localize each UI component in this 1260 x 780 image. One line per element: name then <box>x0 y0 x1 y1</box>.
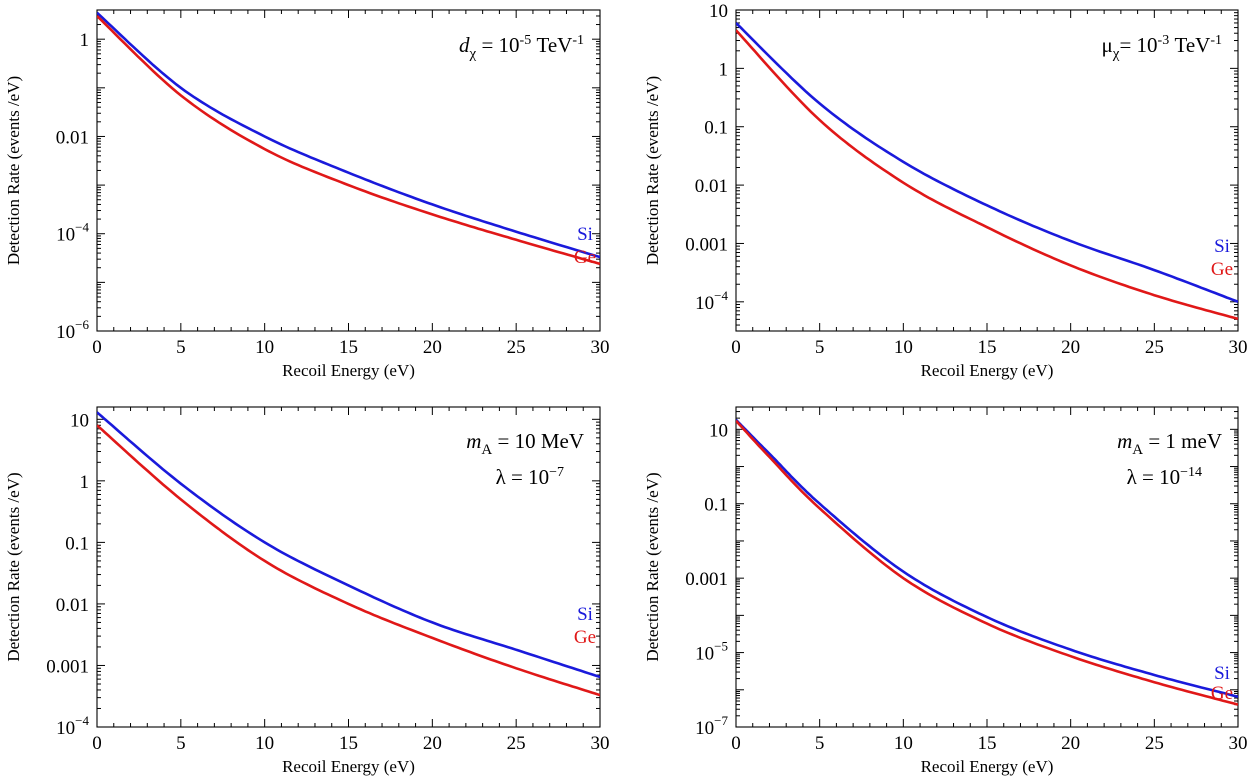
x-tick-label: 15 <box>978 733 997 754</box>
x-axis-title: Recoil Energy (eV) <box>282 757 415 776</box>
x-axis-title: Recoil Energy (eV) <box>282 361 415 380</box>
series-label-si: Si <box>577 224 593 245</box>
y-tick-label: 10−4 <box>56 713 89 739</box>
y-tick-label: 0.1 <box>65 533 89 554</box>
series-label-ge: Ge <box>1211 259 1233 280</box>
chart-panel-1: 0 5 10 15 20 25 30 1 0.01 10−4 10−6 Recoil Energy (… <box>4 9 610 380</box>
chart-panel-3: 0 5 10 15 20 25 30 10 1 0.1 0.01 0.001 10−4 Recoil En… <box>4 406 610 776</box>
parameter-annotation: dχ = 10-5 TeV-1 <box>459 33 584 62</box>
x-tick-label: 15 <box>339 733 358 754</box>
series-label-ge: Ge <box>574 627 596 648</box>
x-tick-label: 5 <box>176 733 186 754</box>
x-tick-label: 20 <box>1061 733 1080 754</box>
x-tick-label: 20 <box>423 337 442 358</box>
y-tick-label: 10 <box>70 410 89 431</box>
series-line-ge <box>97 15 600 266</box>
x-axis-title: Recoil Energy (eV) <box>921 757 1054 776</box>
y-tick-label: 10−5 <box>695 639 728 665</box>
series-line-si <box>736 21 1238 304</box>
x-tick-label: 10 <box>894 733 913 754</box>
parameter-annotation: μχ= 10-3 TeV-1 <box>1102 33 1222 62</box>
plot-frame <box>96 9 601 332</box>
chart-panel-4: 0 5 10 15 20 25 30 10 0.1 0.001 10−5 10−7 Recoil Ene… <box>643 406 1248 776</box>
series-label-ge: Ge <box>1211 683 1233 704</box>
y-tick-label: 10−6 <box>56 317 89 343</box>
y-tick-label: 1 <box>80 30 90 51</box>
series-line-ge <box>97 424 600 697</box>
y-tick-label: 0.01 <box>695 176 728 197</box>
x-tick-label: 15 <box>978 337 997 358</box>
y-axis-title: Detection Rate (events /eV) <box>4 76 23 265</box>
y-tick-label: 0.01 <box>56 595 89 616</box>
x-tick-label: 0 <box>92 733 102 754</box>
y-tick-label: 10−7 <box>695 713 728 739</box>
y-axis-title: Detection Rate (events /eV) <box>4 472 23 661</box>
y-tick-label: 0.1 <box>704 118 728 139</box>
x-tick-label: 25 <box>1145 733 1164 754</box>
x-tick-label: 30 <box>1229 733 1248 754</box>
plot-frame <box>735 406 1239 728</box>
y-tick-label: 0.1 <box>704 495 728 516</box>
parameter-annotation-line: λ = 10−14 <box>1127 465 1202 489</box>
y-tick-label: 1 <box>719 59 729 80</box>
series-label-si: Si <box>577 604 593 625</box>
y-tick-label: 1 <box>80 472 90 493</box>
series-line-si <box>97 11 600 259</box>
y-tick-label: 0.001 <box>685 569 728 590</box>
x-tick-label: 15 <box>339 337 358 358</box>
y-tick-label: 10−4 <box>695 288 728 314</box>
x-tick-label: 0 <box>731 337 741 358</box>
chart-panel-2: 0 5 10 15 20 25 30 10 1 0.1 0.01 0.001 10−4 Recoil En… <box>643 1 1248 380</box>
x-tick-label: 5 <box>815 337 825 358</box>
series-line-si <box>97 411 600 679</box>
plot-frame <box>735 9 1239 332</box>
x-tick-label: 25 <box>507 733 526 754</box>
parameter-annotation-line: mA = 1 meV <box>1117 429 1222 458</box>
x-tick-label: 0 <box>731 733 741 754</box>
series-line-ge <box>736 419 1238 706</box>
x-tick-label: 30 <box>591 337 610 358</box>
x-tick-label: 10 <box>255 337 274 358</box>
x-tick-label: 20 <box>1061 337 1080 358</box>
y-tick-label: 10 <box>709 1 728 22</box>
series-line-si <box>736 418 1238 699</box>
x-tick-label: 0 <box>92 337 102 358</box>
y-tick-label: 10−4 <box>56 220 89 246</box>
y-tick-label: 10 <box>709 420 728 441</box>
series-label-si: Si <box>1214 663 1230 684</box>
y-tick-label: 0.01 <box>56 127 89 148</box>
series-label-si: Si <box>1214 236 1230 257</box>
y-axis-title: Detection Rate (events /eV) <box>643 76 662 265</box>
x-tick-label: 25 <box>1145 337 1164 358</box>
x-tick-label: 30 <box>591 733 610 754</box>
plot-frame <box>96 406 601 728</box>
series-line-ge <box>736 29 1238 321</box>
x-tick-label: 5 <box>176 337 186 358</box>
x-tick-label: 20 <box>423 733 442 754</box>
y-tick-label: 0.001 <box>685 234 728 255</box>
y-axis-title: Detection Rate (events /eV) <box>643 472 662 661</box>
x-tick-label: 25 <box>507 337 526 358</box>
series-label-ge: Ge <box>574 247 596 268</box>
x-tick-label: 5 <box>815 733 825 754</box>
parameter-annotation-line: λ = 10−7 <box>496 465 564 489</box>
x-axis-title: Recoil Energy (eV) <box>921 361 1054 380</box>
x-tick-label: 30 <box>1229 337 1248 358</box>
y-tick-label: 0.001 <box>46 656 89 677</box>
x-tick-label: 10 <box>255 733 274 754</box>
parameter-annotation-line: mA = 10 MeV <box>466 429 584 458</box>
x-tick-label: 10 <box>894 337 913 358</box>
